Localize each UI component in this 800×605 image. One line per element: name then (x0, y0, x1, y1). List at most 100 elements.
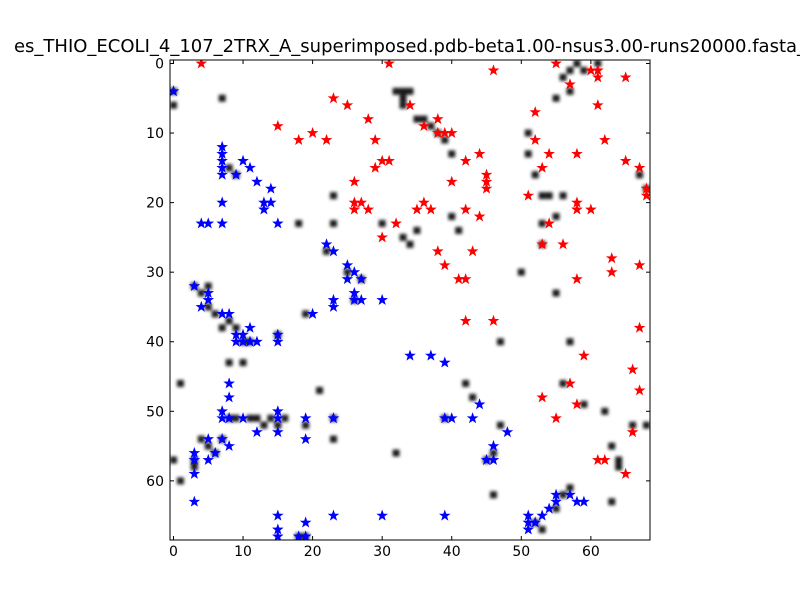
star-point-0 (473, 147, 486, 159)
star-point-0 (592, 71, 604, 83)
star-point-1 (170, 85, 180, 97)
x-tick-label: 10 (234, 544, 252, 560)
heatmap-cell (559, 491, 567, 499)
star-point-1 (272, 426, 284, 438)
heatmap-cell (469, 393, 477, 401)
heatmap-cell (302, 310, 310, 318)
heatmap-cell (552, 94, 560, 102)
star-point-0 (522, 189, 535, 201)
series-layer (170, 60, 650, 540)
star-point-0 (487, 314, 500, 326)
star-point-0 (550, 60, 562, 69)
heatmap-cell (204, 282, 212, 290)
x-tick-label: 50 (512, 544, 530, 560)
star-point-1 (223, 412, 235, 424)
star-point-0 (306, 126, 319, 138)
star-point-0 (550, 412, 562, 424)
heatmap-cell (524, 129, 532, 137)
star-point-0 (432, 245, 444, 257)
star-point-1 (237, 328, 249, 340)
star-point-0 (383, 154, 395, 166)
heatmap-cell (552, 505, 560, 513)
star-point-0 (432, 113, 444, 125)
heatmap-cell (176, 477, 184, 485)
star-point-1 (327, 412, 340, 424)
star-point-0 (578, 349, 590, 361)
heatmap-cell (176, 380, 184, 387)
heatmap-cell (594, 60, 602, 67)
heatmap-cell (601, 407, 609, 415)
heatmap-cell (239, 359, 247, 367)
heatmap-cell (225, 359, 233, 367)
heatmap-cell (170, 456, 177, 464)
star-point-0 (466, 245, 479, 257)
star-point-0 (487, 64, 500, 76)
star-point-1 (223, 307, 235, 319)
star-point-0 (418, 196, 430, 208)
star-point-1 (327, 300, 340, 312)
star-point-1 (578, 495, 590, 507)
heatmap-cell (218, 324, 226, 332)
star-point-1 (522, 523, 535, 535)
star-point-0 (369, 133, 382, 145)
star-point-0 (292, 133, 305, 145)
star-point-1 (487, 453, 500, 465)
star-point-0 (564, 377, 576, 389)
star-point-0 (459, 154, 472, 166)
heatmap-cell (197, 435, 205, 443)
star-point-1 (202, 433, 215, 445)
star-point-1 (223, 391, 235, 403)
star-point-0 (564, 78, 576, 90)
star-point-0 (571, 203, 583, 215)
star-point-0 (529, 133, 542, 145)
x-tick-labels: 0 10 20 30 40 50 60 (169, 544, 600, 560)
plot-background (170, 60, 650, 540)
heatmap-cell (218, 94, 226, 102)
heatmap-cell (413, 115, 421, 123)
star-point-1 (341, 259, 354, 271)
star-point-1 (299, 433, 312, 445)
heatmap-cell (448, 150, 456, 158)
star-point-0 (272, 119, 284, 132)
heatmap-cell (608, 442, 616, 450)
star-point-0 (605, 266, 618, 278)
star-point-0 (383, 60, 395, 69)
star-point-1 (529, 516, 542, 528)
star-point-0 (418, 119, 430, 132)
star-point-0 (459, 273, 472, 285)
star-point-0 (543, 217, 555, 229)
star-point-1 (404, 349, 416, 361)
heatmap-cell (559, 73, 567, 81)
star-point-0 (536, 238, 548, 250)
heatmap-cell (246, 414, 254, 422)
y-tick-label: 50 (146, 404, 164, 420)
heatmap-cell (538, 192, 546, 200)
heatmap-cell (225, 317, 233, 325)
star-point-1 (272, 217, 284, 229)
star-point-1 (466, 412, 479, 424)
star-point-0 (633, 161, 646, 173)
x-tick-label: 20 (304, 544, 322, 560)
heatmap-cell (573, 60, 581, 67)
star-point-0 (425, 203, 437, 215)
heatmap-cell (636, 171, 644, 179)
star-point-1 (355, 293, 368, 305)
heatmap-cell (302, 421, 310, 429)
heatmap-cell (267, 414, 275, 422)
star-point-0 (445, 126, 458, 138)
heatmap-cell (225, 164, 233, 172)
star-point-0 (438, 259, 451, 271)
star-point-0 (362, 203, 375, 215)
star-point-0 (640, 189, 650, 201)
star-point-1 (188, 467, 201, 479)
heatmap-cell (531, 171, 539, 179)
heatmap-cell (232, 414, 240, 422)
heatmap-cell (615, 456, 623, 464)
heatmap-cell (490, 449, 497, 457)
star-point-0 (355, 196, 368, 208)
star-point-0 (557, 238, 569, 250)
star-point-0 (341, 99, 354, 111)
heatmap-cell (566, 66, 574, 74)
star-point-0 (480, 182, 493, 194)
